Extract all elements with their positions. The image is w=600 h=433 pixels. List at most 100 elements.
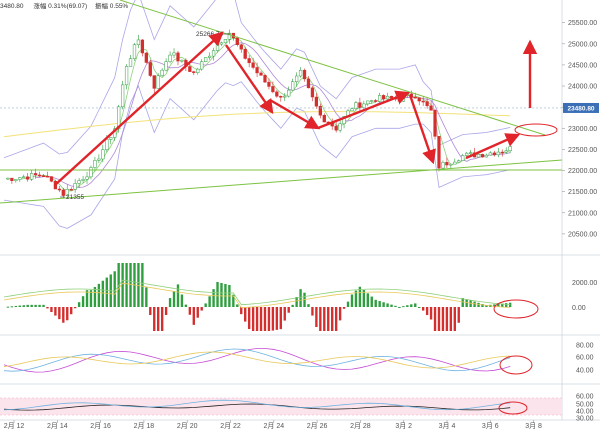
y-tick-label: 25500.00 [568, 20, 597, 27]
candle-body [318, 105, 322, 116]
macd-bar [370, 296, 373, 307]
x-tick-label: 2月 22 [220, 422, 241, 430]
y-tick-label: 25000.00 [568, 41, 597, 48]
candle-body [176, 52, 180, 62]
macd-bar [469, 300, 472, 307]
macd-bar [188, 307, 192, 315]
macd-bar [493, 304, 496, 307]
macd-bar [465, 299, 468, 307]
candle-body [124, 66, 129, 86]
trend-arrow [408, 94, 436, 165]
candle-body [338, 123, 342, 131]
candle-body [334, 125, 338, 131]
macd-bar [497, 303, 500, 307]
macd-bar [50, 307, 53, 312]
osc1-tick-label: 80.00 [576, 343, 594, 350]
macd-bar [346, 301, 350, 307]
macd-bar [398, 307, 401, 308]
macd-bar [358, 286, 362, 307]
candle-body [389, 95, 394, 99]
macd-bar [85, 290, 89, 307]
macd-bar [414, 303, 417, 307]
x-tick-label: 3月 6 [482, 422, 499, 430]
candle-body [287, 89, 291, 97]
y-tick-label: 24500.00 [568, 62, 597, 69]
candle-body [445, 162, 449, 166]
macd-bar [149, 307, 152, 316]
candle-body [413, 96, 417, 99]
candle-body [57, 188, 61, 191]
macd-bar [89, 290, 93, 307]
candle-body [140, 39, 145, 54]
candle-body [263, 75, 267, 83]
candle-body [227, 32, 232, 40]
candle-body [37, 174, 42, 177]
x-tick-label: 3月 2 [395, 422, 412, 430]
x-tick-label: 2月 12 [4, 422, 25, 430]
osc1-tick-label: 60.00 [576, 355, 594, 362]
candle-body [219, 42, 224, 45]
candle-body [196, 68, 200, 73]
low-annotation: 21355 [66, 194, 84, 201]
candle-body [132, 44, 137, 59]
macd-bar [172, 291, 176, 307]
candle-body [97, 158, 101, 161]
macd-bar [208, 296, 211, 307]
macd-bar [299, 289, 302, 307]
header-change-value: 0.31%(69.07) [48, 3, 88, 10]
candle-body [77, 180, 81, 184]
osc2-line-a [3, 403, 511, 411]
macd-bar [366, 293, 369, 307]
osc1-line-b [3, 348, 511, 372]
candle-body [6, 177, 10, 180]
candle-body [30, 173, 34, 180]
candle-body [374, 100, 378, 102]
macd-bar [62, 307, 65, 323]
macd-bar [180, 294, 184, 307]
candle-body [449, 163, 453, 166]
candle-body [215, 43, 220, 51]
upper-trendline [119, 0, 546, 136]
trend-arrow [269, 98, 321, 130]
macd-bar [323, 307, 326, 331]
macd-bar [485, 305, 488, 307]
candle-body [421, 100, 425, 103]
macd-bar [42, 304, 45, 307]
macd-bar [247, 307, 251, 330]
macd-bar [445, 307, 449, 331]
candle-body [298, 69, 303, 77]
y-tick-label: 22500.00 [568, 147, 597, 154]
macd-bar [70, 307, 73, 315]
macd-bar [141, 263, 144, 307]
candle-body [45, 175, 50, 178]
x-tick-label: 2月 24 [263, 422, 284, 430]
macd-bar [6, 306, 10, 308]
macd-bar [168, 298, 172, 307]
y-tick-label: 21500.00 [568, 189, 597, 196]
last-price-label: 23480.80 [567, 105, 594, 112]
candle-body [358, 102, 362, 108]
candle-body [207, 55, 212, 58]
macd-bar [441, 307, 445, 331]
macd-bar [473, 301, 476, 307]
candle-body [279, 96, 283, 98]
macd-bar [101, 280, 105, 307]
macd-bar [331, 307, 334, 331]
macd-bar [232, 294, 235, 307]
osc1-tick-label: 40.00 [576, 368, 594, 375]
candle-body [294, 75, 299, 82]
x-tick-label: 3月 8 [525, 422, 542, 430]
candle-body [437, 136, 441, 169]
macd-bar [263, 307, 267, 331]
macd-bar [279, 307, 282, 330]
header-change-label: 涨幅 [33, 3, 47, 10]
trend-arrow [465, 133, 521, 160]
x-tick-label: 3月 4 [439, 422, 456, 430]
macd-tick-label: 2000.00 [572, 280, 597, 287]
macd-bar [176, 284, 180, 307]
candle-body [354, 102, 358, 109]
macd-bar [129, 263, 132, 307]
candle-body [259, 72, 263, 76]
lower-band-line [3, 81, 511, 229]
macd-bar [216, 282, 219, 307]
